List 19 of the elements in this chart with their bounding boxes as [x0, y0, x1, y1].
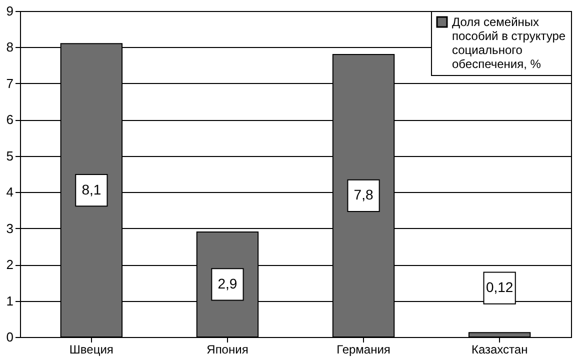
y-tick-label: 9	[6, 4, 14, 18]
data-label: 8,1	[82, 181, 102, 198]
data-label: 2,9	[218, 275, 238, 292]
data-label: 0,12	[486, 279, 514, 296]
data-label: 7,8	[354, 186, 374, 203]
y-tick-label: 3	[6, 220, 14, 236]
x-tick-label: Швеция	[69, 342, 114, 356]
y-tick-label: 7	[6, 76, 14, 91]
x-tick-label: Казахстан	[471, 342, 528, 356]
y-tick-label: 0	[6, 330, 14, 344]
x-tick-label: Япония	[206, 342, 248, 356]
y-tick-label: 2	[6, 257, 14, 272]
y-tick-label: 1	[6, 293, 14, 308]
legend-label: Доля семейных пособий в структуре социального обеспечения, %	[452, 15, 566, 71]
y-tick-label: 8	[6, 40, 14, 55]
y-tick-label: 4	[6, 184, 14, 200]
x-tick-label: Германия	[336, 342, 390, 356]
y-tick-label: 6	[6, 112, 14, 128]
y-tick-label: 5	[6, 148, 14, 164]
